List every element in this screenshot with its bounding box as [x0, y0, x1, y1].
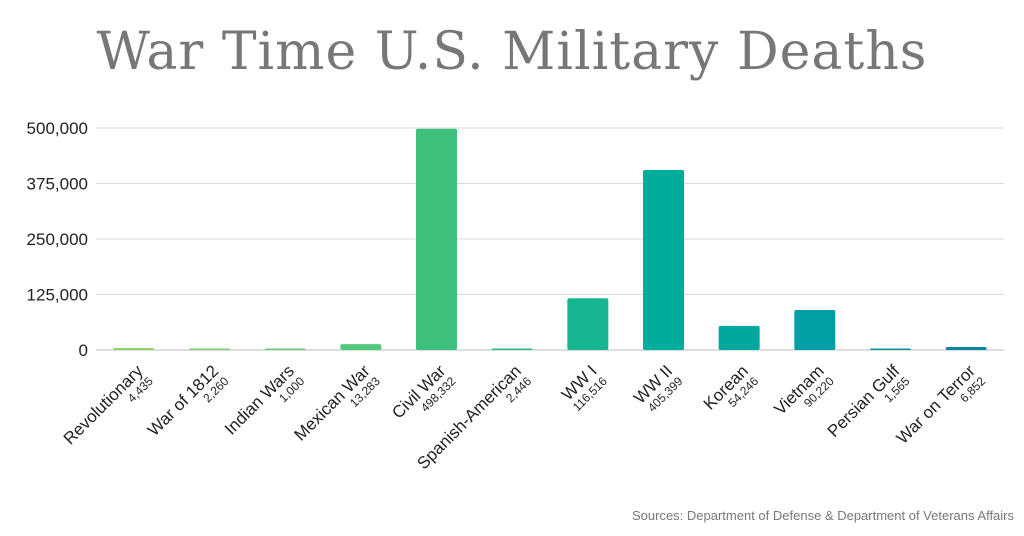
- y-tick-label: 500,000: [27, 119, 88, 138]
- y-tick-label: 125,000: [27, 286, 88, 305]
- bar: [567, 298, 609, 350]
- y-tick-label: 375,000: [27, 175, 88, 194]
- bar: [189, 348, 230, 350]
- bar: [718, 325, 760, 350]
- bar: [870, 348, 911, 350]
- bar: [416, 128, 457, 350]
- bar: [794, 309, 836, 350]
- bars: [113, 128, 987, 350]
- y-axis-ticks: 0 125,000 250,000 375,000 500,000: [27, 119, 88, 360]
- gridlines: [96, 127, 1004, 351]
- y-tick-label: 0: [79, 341, 88, 360]
- bar: [340, 344, 382, 350]
- chart-title: War Time U.S. Military Deaths: [96, 22, 928, 82]
- bar: [643, 170, 684, 350]
- source-note: Sources: Department of Defense & Departm…: [631, 508, 1014, 523]
- y-tick-label: 250,000: [27, 230, 88, 249]
- bar: [945, 346, 987, 350]
- bar: [264, 348, 306, 350]
- bar: [113, 348, 155, 350]
- bar: [491, 348, 533, 350]
